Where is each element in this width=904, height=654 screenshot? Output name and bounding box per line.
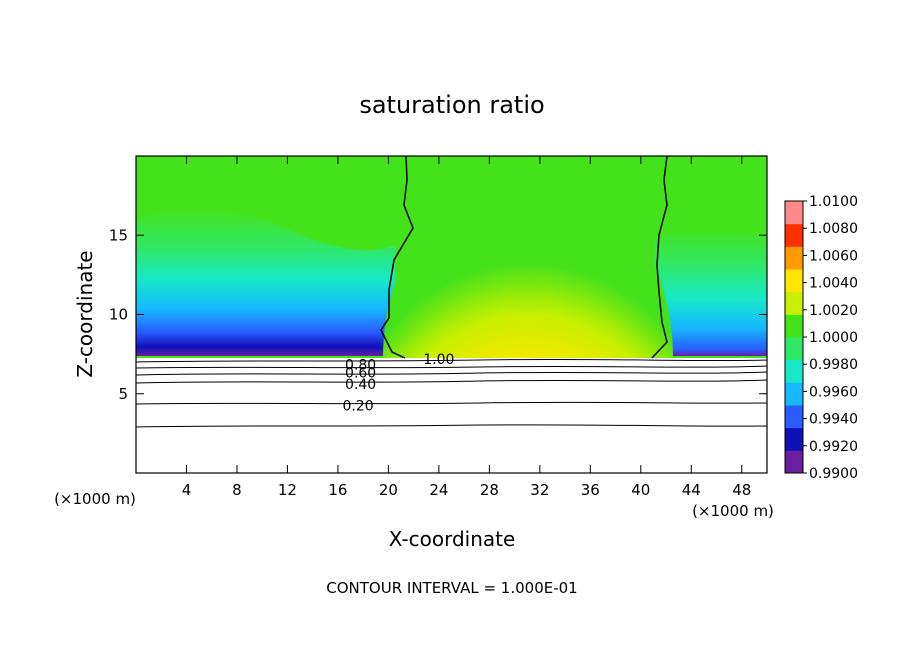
field-region-left [136,208,395,356]
y-axis: 5 10 15 [109,226,767,403]
x-tick-label: 24 [429,481,448,499]
y-tick-label: 15 [109,226,128,244]
contour-line [136,379,767,384]
colorbar-label: 1.0020 [809,303,858,319]
x-unit-label: (×1000 m) [692,502,774,520]
field-region-right [655,228,767,356]
contour-label: 0.20 [343,399,374,415]
x-tick-label: 12 [278,481,297,499]
y-axis-title: Z-coordinate [73,250,97,377]
contour-line [136,401,767,405]
contour-label: 0.40 [345,377,376,393]
x-axis-title: X-coordinate [389,527,516,551]
colorbar-band [785,359,803,383]
x-tick-label: 36 [581,481,600,499]
colorbar-band [785,314,803,338]
x-tick-label: 40 [631,481,650,499]
x-tick-label: 16 [328,481,347,499]
contour-line [136,358,767,363]
colorbar-label: 0.9900 [809,466,858,482]
colorbar-band [785,223,803,247]
colorbar-label: 1.0060 [809,248,858,264]
colorbar-band [785,201,803,225]
contour-label: 1.00 [423,352,454,368]
colorbar-band [785,450,803,474]
x-tick-label: 20 [379,481,398,499]
chart-title: saturation ratio [359,91,544,119]
colorbar-label: 1.0000 [809,330,858,346]
colorbar-band [785,382,803,406]
x-axis: 4 8 12 16 20 24 28 32 36 40 44 48 [182,156,751,499]
x-tick-label: 32 [530,481,549,499]
colorbar: 1.0100 1.0080 1.0060 1.0040 1.0020 1.0000 0.99… [784,194,858,482]
x-tick-label: 28 [480,481,499,499]
colorbar-label: 1.0080 [809,221,858,237]
colorbar-band [785,291,803,315]
saturation-field [136,156,767,473]
colorbar-band [785,337,803,361]
boundary-contour-left [380,156,414,359]
y-unit-label: (×1000 m) [54,490,136,508]
colorbar-label: 1.0040 [809,276,858,292]
colorbar-band [785,269,803,293]
contour-line [136,424,767,428]
contour-label: 0.60 [345,365,376,381]
colorbar-band [785,246,803,270]
colorbar-label: 0.9940 [809,412,858,428]
contour-line [136,371,767,376]
dry-layer [136,358,767,473]
x-tick-label: 4 [182,481,192,499]
colorbar-band [785,405,803,429]
colorbar-label: 0.9960 [809,384,858,400]
colorbar-label: 0.9920 [809,439,858,455]
colorbar-label: 1.0100 [809,194,858,210]
contour-label: 0.80 [345,357,376,373]
colorbar-band [785,427,803,451]
contour-labels: 1.00 0.800.600.40 0.20 [343,352,455,415]
y-tick-label: 10 [109,306,128,324]
contour-interval-note: CONTOUR INTERVAL = 1.000E-01 [326,579,577,597]
contour-line [136,365,767,369]
colorbar-label: 0.9980 [809,357,858,373]
boundary-contour-right [651,156,668,359]
x-tick-label: 48 [732,481,751,499]
x-tick-label: 44 [682,481,701,499]
y-tick-label: 5 [118,385,128,403]
x-tick-label: 8 [232,481,242,499]
